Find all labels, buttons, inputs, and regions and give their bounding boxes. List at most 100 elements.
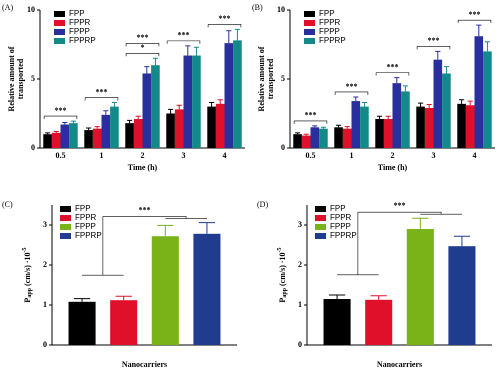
error-bar [370, 295, 387, 300]
legend-swatch [304, 20, 315, 26]
error-bar [73, 298, 91, 302]
y-label-part: (cm/s) ·10 [278, 252, 287, 288]
legend-swatch [304, 11, 315, 17]
significance-bracket [166, 40, 201, 44]
legend-swatch [54, 29, 65, 35]
bar [51, 132, 61, 148]
error-bar [453, 235, 471, 247]
legend-label: FPP [69, 9, 85, 18]
x-tick-label: 3 [432, 151, 436, 160]
y-axis-label: Papp (cm/s) ·10-5 [22, 247, 33, 302]
bar [448, 246, 476, 345]
error-bar [295, 132, 301, 135]
x-tick-label: 0.5 [56, 151, 66, 160]
y-label-part: P [23, 298, 32, 303]
legend-label: FPPP [330, 222, 351, 231]
error-bar [435, 50, 441, 60]
error-bar [115, 295, 132, 301]
y-tick-label: 3 [43, 220, 47, 229]
error-bar [328, 294, 346, 299]
bar [465, 105, 475, 148]
y-label-part: (cm/s) ·10 [23, 252, 32, 288]
error-bar [45, 132, 51, 135]
bar [416, 106, 425, 148]
legend-swatch [54, 20, 65, 26]
error-bar [361, 101, 367, 107]
bar [101, 114, 111, 148]
legend-label: FPPR [330, 213, 352, 222]
legend-swatch [60, 224, 71, 230]
bar [224, 43, 234, 149]
error-bar [111, 101, 117, 107]
bar [151, 236, 179, 345]
bar [43, 134, 52, 148]
bar [69, 123, 78, 148]
legend-swatch [315, 224, 326, 230]
bar [392, 83, 402, 148]
bar [207, 106, 216, 148]
legend-label: FPPRP [319, 36, 346, 45]
x-tick-label: 0.5 [306, 151, 316, 160]
significance-bracket [375, 72, 410, 76]
significance-label: *** [178, 31, 190, 40]
bar [125, 123, 134, 148]
error-bar [86, 127, 92, 131]
legend-swatch [54, 38, 65, 44]
y-tick-label: 1 [43, 300, 47, 309]
bar [457, 103, 466, 148]
legend-label: FPPP [319, 27, 340, 36]
error-bar [234, 28, 240, 41]
x-tick-label: 4 [223, 151, 227, 160]
y-tick-label: 1 [298, 300, 302, 309]
bar [233, 40, 242, 148]
x-tick-label: 1 [100, 151, 104, 160]
significance-bracket [82, 216, 207, 276]
error-bar [353, 96, 359, 102]
error-bar [377, 115, 383, 120]
x-axis-label: Nanocarriers [377, 360, 422, 369]
legend-swatch [54, 11, 65, 17]
bar [406, 229, 434, 345]
bar [92, 128, 102, 148]
bar [110, 106, 119, 148]
legend-label: FPPP [69, 27, 90, 36]
y-tick-label: 10 [27, 5, 35, 14]
legend-label: FPP [330, 204, 346, 213]
legend-swatch [315, 233, 326, 239]
error-bar [193, 46, 199, 56]
significance-label: *** [139, 205, 151, 214]
y-tick-label: 5 [281, 74, 285, 83]
bar [301, 135, 311, 148]
significance-label: *** [137, 33, 149, 42]
legend-label: FPPR [75, 213, 97, 222]
bar [442, 73, 451, 148]
bar [60, 124, 70, 148]
y-tick-label: 2 [298, 260, 302, 269]
y-axis-label: transported [266, 58, 275, 99]
error-bar [385, 115, 391, 120]
legend-swatch [304, 38, 315, 44]
bar [319, 128, 328, 148]
x-tick-label: 4 [473, 151, 477, 160]
legend-swatch [60, 206, 71, 212]
significance-label: *** [305, 111, 317, 120]
bar [68, 301, 96, 345]
bar [215, 103, 225, 148]
legend-label: FPPRP [330, 231, 357, 240]
bar [351, 101, 361, 148]
y-tick-label: 0 [281, 143, 285, 152]
significance-label: *** [55, 106, 67, 115]
panel-label: (D) [257, 200, 268, 209]
y-label-sub: app [27, 287, 33, 297]
error-bar [476, 24, 482, 37]
error-bar [103, 110, 109, 115]
significance-bracket [457, 19, 492, 24]
panel-label: (C) [2, 200, 13, 209]
error-bar [426, 104, 432, 108]
error-bar [209, 101, 215, 107]
bar [360, 106, 369, 148]
error-bar [135, 115, 141, 120]
bar [323, 299, 351, 345]
bar [151, 65, 160, 148]
